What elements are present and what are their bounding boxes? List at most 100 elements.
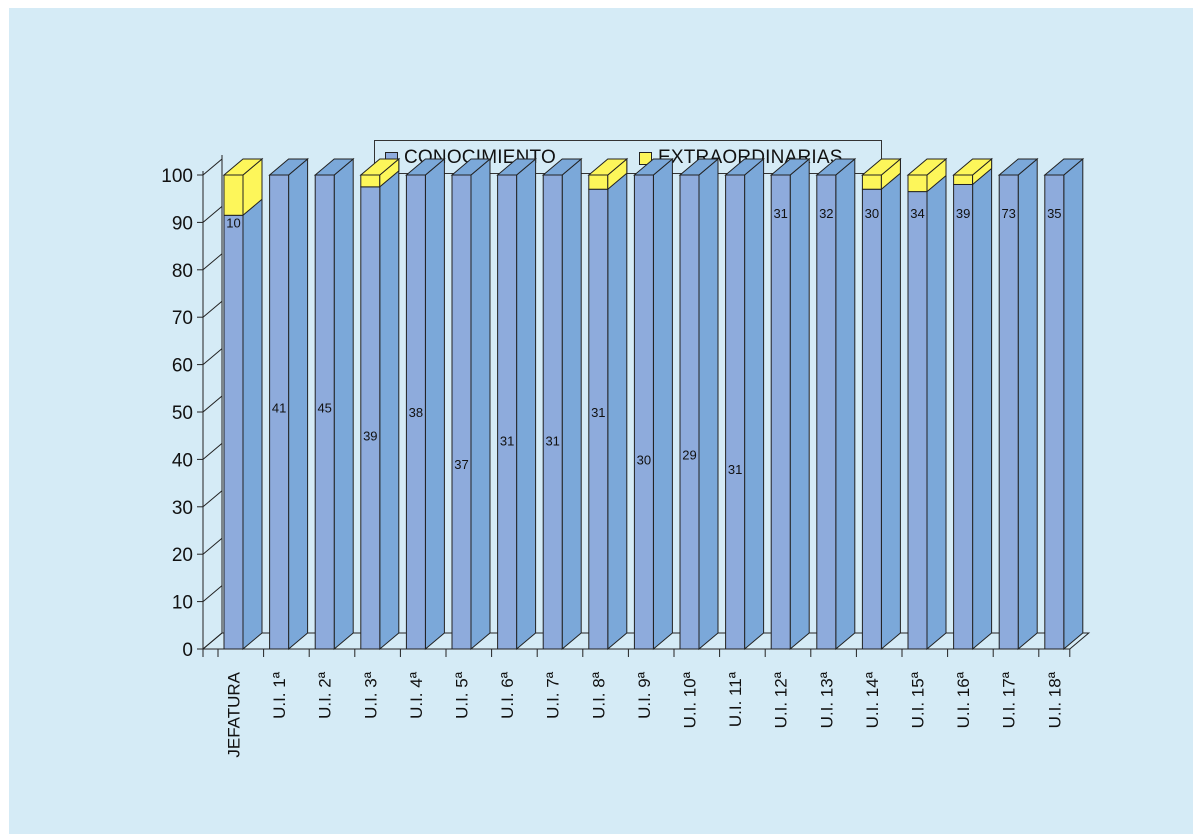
legend-swatch-extraordinarias — [639, 151, 652, 165]
bar-top — [906, 158, 948, 176]
bar-side — [926, 157, 947, 651]
bar-side — [424, 157, 445, 651]
bar-extraordinarias — [223, 174, 244, 216]
bar-conocimiento — [679, 174, 700, 650]
bar-extraordinarias — [861, 174, 882, 190]
bar-side — [242, 157, 263, 651]
bar-conocimiento — [725, 174, 746, 650]
bar-top — [587, 158, 629, 176]
bar-conocimiento — [542, 174, 563, 650]
bar-top — [1043, 158, 1085, 176]
bar-extraordinarias — [360, 174, 381, 188]
bar-side — [835, 157, 856, 651]
bar-top — [997, 158, 1039, 176]
bar-conocimiento — [770, 174, 791, 650]
bar-conocimiento — [451, 174, 472, 650]
y-tick-label: 90 — [172, 213, 193, 234]
bar-extraordinarias — [907, 174, 928, 193]
bar-top — [861, 158, 902, 176]
data-label: 38 — [409, 405, 423, 420]
bar-conocimiento — [1044, 174, 1065, 650]
bar-conocimiento — [861, 188, 882, 650]
y-tick-label: 30 — [172, 498, 193, 519]
y-gridline-diagonal — [202, 443, 223, 460]
data-label: 31 — [545, 433, 559, 448]
x-tick-label: U.I. 7ª — [544, 671, 563, 719]
x-tick-label: U.I. 5ª — [453, 671, 472, 719]
bar-side — [1017, 157, 1038, 651]
bar-top — [678, 158, 720, 176]
y-tick-label: 20 — [172, 545, 193, 566]
data-label: 29 — [682, 448, 696, 463]
y-gridline-diagonal — [202, 585, 223, 602]
x-tick-label: U.I. 12ª — [772, 671, 791, 728]
bar-conocimiento — [907, 191, 928, 650]
bar-top — [496, 158, 537, 176]
y-gridline-diagonal — [202, 632, 223, 650]
x-tick-label: U.I. 8ª — [589, 671, 608, 719]
bar-top — [268, 158, 309, 176]
bar-extraordinarias — [588, 174, 609, 190]
bar-top — [769, 158, 811, 176]
y-gridline-diagonal — [202, 253, 223, 271]
x-tick-label: U.I. 3ª — [361, 671, 380, 719]
y-gridline-diagonal — [202, 158, 223, 176]
bar-side — [744, 157, 765, 651]
y-gridline-diagonal — [202, 395, 223, 413]
x-tick-label: JEFATURA — [225, 671, 244, 757]
bar-conocimiento — [497, 174, 518, 650]
data-label: 31 — [728, 462, 742, 477]
y-gridline-diagonal — [202, 348, 223, 365]
data-label: 30 — [637, 452, 651, 467]
x-tick-label: U.I. 2ª — [316, 671, 335, 719]
x-tick-label: U.I. 17ª — [1000, 671, 1019, 728]
data-label: 39 — [363, 429, 377, 444]
x-tick-label: U.I. 9ª — [635, 671, 654, 719]
x-tick-label: U.I. 10ª — [681, 671, 700, 728]
bar-conocimiento — [633, 174, 654, 650]
data-label: 32 — [819, 206, 833, 221]
x-tick-label: U.I. 4ª — [407, 671, 426, 719]
bar-top — [541, 158, 583, 176]
x-tick-label: U.I. 13ª — [817, 671, 836, 728]
data-label: 30 — [865, 206, 879, 221]
x-tick-label: U.I. 6ª — [498, 671, 517, 719]
x-tick-label: U.I. 14ª — [863, 671, 882, 728]
data-label: 31 — [773, 206, 787, 221]
data-label: 39 — [956, 206, 970, 221]
bar-side — [1063, 157, 1084, 651]
x-tick-label: U.I. 15ª — [909, 671, 928, 728]
bar-top — [405, 158, 446, 176]
bar-top — [633, 158, 674, 176]
bar-side — [789, 157, 810, 651]
bar-top — [724, 158, 765, 176]
bar-side — [972, 157, 993, 651]
data-label: 45 — [317, 400, 331, 415]
bar-top — [359, 158, 401, 176]
x-tick-label: U.I. 18ª — [1045, 671, 1064, 728]
x-tick-label: U.I. 1ª — [270, 671, 289, 719]
bar-side — [470, 157, 491, 651]
data-label: 31 — [591, 405, 605, 420]
bar-conocimiento — [998, 174, 1019, 650]
bar-side — [288, 157, 309, 651]
y-tick-label: 70 — [172, 308, 193, 329]
y-tick-label: 40 — [172, 450, 193, 471]
data-label: 37 — [454, 457, 468, 472]
data-label: 34 — [910, 206, 924, 221]
bar-side — [333, 157, 354, 651]
bar-side — [379, 157, 400, 651]
bar-top — [815, 158, 857, 176]
y-tick-label: 100 — [161, 166, 193, 187]
bar-top — [222, 158, 264, 176]
bar-conocimiento — [953, 183, 974, 650]
y-gridline-diagonal — [202, 490, 223, 508]
data-label: 41 — [272, 400, 286, 415]
y-tick-label: 0 — [182, 640, 193, 661]
data-label: 10 — [226, 215, 240, 230]
y-gridline-diagonal — [202, 300, 223, 318]
bar-extraordinarias — [953, 174, 974, 185]
bar-side — [652, 157, 673, 651]
y-gridline-diagonal — [202, 206, 223, 223]
